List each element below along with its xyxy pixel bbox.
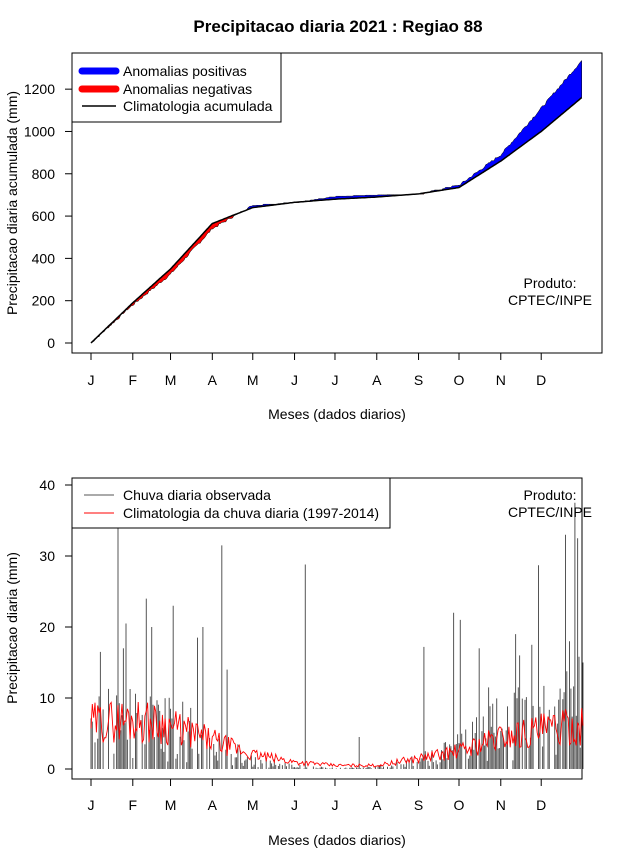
- legend-label-climatology: Climatologia acumulada: [123, 98, 273, 114]
- bottom-x-tick-label: J: [291, 797, 298, 813]
- top-x-label: Meses (dados diarios): [268, 406, 406, 422]
- bottom-x-tick-label: J: [331, 797, 338, 813]
- top-legend: Anomalias positivas Anomalias negativas …: [71, 52, 282, 123]
- bottom-y-tick-label: 40: [39, 477, 55, 493]
- bottom-x-tick-label: A: [372, 797, 382, 813]
- top-x-tick-label: O: [454, 372, 465, 388]
- legend-label-climatology-daily: Climatologia da chuva diaria (1997-2014): [123, 505, 379, 521]
- daily-chart: 0 10 20 30 40 J F M A M J J A S O N D Meses (dados diar…: [4, 477, 592, 848]
- top-x-tick-label: F: [129, 372, 138, 388]
- top-x-tick-label: J: [291, 372, 298, 388]
- bottom-y-tick-label: 0: [47, 761, 55, 777]
- bottom-x-tick-label: S: [414, 797, 423, 813]
- top-x-tick-label: D: [536, 372, 546, 388]
- top-legend-box: [71, 52, 282, 123]
- daily-lines: [90, 701, 584, 768]
- bottom-x-tick-label: J: [88, 797, 95, 813]
- top-note-line1: Produto:: [524, 275, 577, 291]
- climatology-daily-line: [90, 701, 584, 768]
- top-y-label: Precipitacao diaria acumulada (mm): [4, 91, 20, 315]
- bottom-x-label: Meses (dados diarios): [268, 832, 406, 848]
- bottom-x-tick-label: A: [208, 797, 218, 813]
- bottom-y-label: Precipitacao diaria (mm): [4, 552, 20, 704]
- top-x-tick-label: M: [165, 372, 177, 388]
- top-y-tick-label: 200: [32, 293, 56, 309]
- bottom-legend: Chuva diaria observada Climatologia da c…: [71, 477, 391, 529]
- top-x-tick-label: S: [414, 372, 423, 388]
- top-y-tick-label: 0: [47, 335, 55, 351]
- top-note-line2: CPTEC/INPE: [508, 292, 592, 308]
- bottom-x-tick-label: O: [454, 797, 465, 813]
- top-x-tick-label: J: [88, 372, 95, 388]
- bottom-y-tick-label: 20: [39, 619, 55, 635]
- bottom-note-line2: CPTEC/INPE: [508, 504, 592, 520]
- top-anomaly-areas: [90, 59, 583, 344]
- chart-title: Precipitacao diaria 2021 : Regiao 88: [193, 17, 482, 36]
- cumulative-chart: 0 200 400 600 800 1000 1200 J F M A M J J A S O N D Meses…: [4, 52, 603, 422]
- climatology-cumulative-line: [90, 97, 583, 344]
- bottom-note-line1: Produto:: [524, 487, 577, 503]
- bottom-x-tick-label: D: [536, 797, 546, 813]
- top-x-tick-label: A: [208, 372, 218, 388]
- bottom-legend-box: [71, 477, 391, 529]
- bottom-x-tick-label: F: [129, 797, 138, 813]
- positive-anomaly-area: [429, 59, 582, 193]
- bottom-y-axis: 0 10 20 30 40: [39, 477, 72, 777]
- top-y-axis: 0 200 400 600 800 1000 1200: [24, 81, 72, 351]
- legend-label-negative: Anomalias negativas: [123, 81, 252, 97]
- top-y-tick-label: 600: [32, 208, 56, 224]
- negative-anomaly-area: [101, 212, 239, 334]
- top-x-tick-label: J: [331, 372, 338, 388]
- top-x-tick-label: N: [496, 372, 506, 388]
- top-x-tick-label: M: [247, 372, 259, 388]
- top-y-tick-label: 1200: [24, 81, 55, 97]
- bottom-y-tick-label: 10: [39, 690, 55, 706]
- bottom-x-tick-label: M: [165, 797, 177, 813]
- bottom-x-tick-label: M: [247, 797, 259, 813]
- top-y-tick-label: 800: [32, 166, 56, 182]
- top-y-tick-label: 400: [32, 250, 56, 266]
- legend-label-observed: Chuva diaria observada: [123, 487, 271, 503]
- top-x-tick-label: A: [372, 372, 382, 388]
- top-plot-frame: [71, 52, 603, 354]
- top-y-tick-label: 1000: [24, 123, 55, 139]
- bottom-y-tick-label: 30: [39, 548, 55, 564]
- legend-label-positive: Anomalias positivas: [123, 63, 247, 79]
- bottom-x-tick-label: N: [496, 797, 506, 813]
